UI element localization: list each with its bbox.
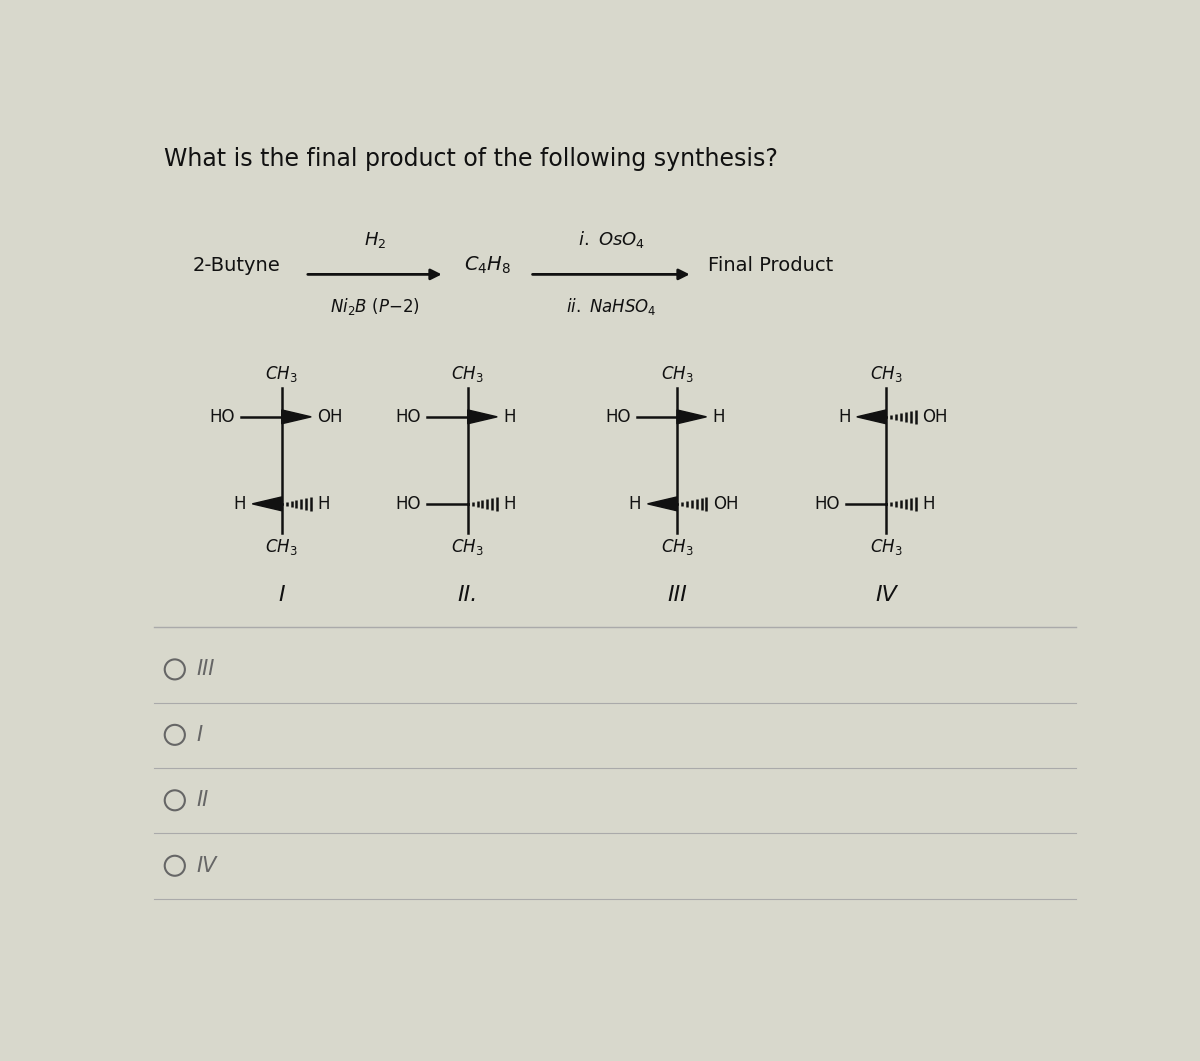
Text: $CH_3$: $CH_3$	[265, 364, 298, 384]
Polygon shape	[252, 497, 282, 510]
Text: H: H	[234, 494, 246, 512]
Text: $Ni_2B\ (P\mathrm{-}2)$: $Ni_2B\ (P\mathrm{-}2)$	[330, 296, 420, 317]
Text: $CH_3$: $CH_3$	[870, 537, 902, 557]
Text: $C_4H_8$: $C_4H_8$	[464, 255, 511, 276]
Text: H: H	[504, 407, 516, 425]
Text: $CH_3$: $CH_3$	[870, 364, 902, 384]
Text: H: H	[713, 407, 725, 425]
Text: II: II	[197, 790, 209, 811]
Text: IV: IV	[875, 585, 898, 605]
Text: HO: HO	[396, 407, 421, 425]
Text: II.: II.	[457, 585, 478, 605]
Text: $CH_3$: $CH_3$	[265, 537, 298, 557]
Polygon shape	[282, 410, 311, 423]
Text: I: I	[278, 585, 286, 605]
Text: HO: HO	[210, 407, 235, 425]
Text: $CH_3$: $CH_3$	[451, 364, 484, 384]
Text: H: H	[317, 494, 330, 512]
Text: OH: OH	[922, 407, 948, 425]
Text: OH: OH	[713, 494, 738, 512]
Text: $H_2$: $H_2$	[364, 230, 386, 249]
Text: H: H	[504, 494, 516, 512]
Text: IV: IV	[197, 856, 217, 875]
Text: $CH_3$: $CH_3$	[451, 537, 484, 557]
Text: HO: HO	[605, 407, 630, 425]
Text: $ii.\ NaHSO_4$: $ii.\ NaHSO_4$	[566, 296, 656, 317]
Text: OH: OH	[317, 407, 343, 425]
Text: What is the final product of the following synthesis?: What is the final product of the followi…	[164, 147, 778, 171]
Text: H: H	[629, 494, 641, 512]
Text: $CH_3$: $CH_3$	[661, 537, 694, 557]
Text: H: H	[838, 407, 851, 425]
Polygon shape	[468, 410, 497, 423]
Text: $CH_3$: $CH_3$	[661, 364, 694, 384]
Text: III: III	[197, 659, 215, 679]
Text: Final Product: Final Product	[708, 256, 833, 275]
Text: HO: HO	[815, 494, 840, 512]
Polygon shape	[677, 410, 707, 423]
Text: 2-Butyne: 2-Butyne	[193, 256, 281, 275]
Text: III: III	[667, 585, 686, 605]
Text: $i.\ OsO_4$: $i.\ OsO_4$	[577, 229, 644, 249]
Text: HO: HO	[396, 494, 421, 512]
Polygon shape	[648, 497, 677, 510]
Text: I: I	[197, 725, 203, 745]
Polygon shape	[857, 410, 887, 423]
Text: H: H	[922, 494, 935, 512]
